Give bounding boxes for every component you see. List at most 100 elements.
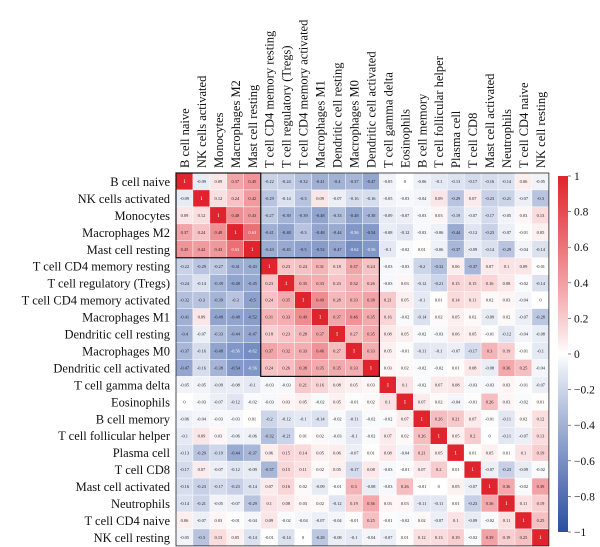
cell-value-label: -0.32: [434, 264, 443, 269]
column-label: B cell memory: [415, 93, 429, 168]
cell-value-label: 0.35: [316, 366, 324, 371]
cell-value-label: 0.35: [299, 281, 307, 286]
cell-value-label: 0: [302, 535, 305, 540]
cell-value-label: 0.02: [418, 518, 426, 523]
cell-value-label: 0.07: [486, 264, 494, 269]
row-label: T cell CD4 naive: [84, 514, 170, 528]
cell-value-label: 0: [488, 433, 491, 438]
cell-value-label: -0.16: [366, 196, 376, 201]
cell-value-label: -0.04: [248, 518, 258, 523]
cell-value-label: -0.09: [315, 484, 325, 489]
cell-value-label: -0.12: [417, 281, 426, 286]
cell-value-label: -0.13: [180, 450, 190, 455]
cell-value-label: -0.2: [266, 416, 273, 421]
row-label: Monocytes: [114, 209, 170, 223]
cell-value-label: -0.37: [180, 349, 190, 354]
cell-value-label: -0.01: [349, 518, 358, 523]
cell-value-label: -0.29: [197, 264, 207, 269]
colorbar-tick-label: −0.2: [574, 385, 595, 397]
cell-value-label: -0.04: [451, 399, 461, 404]
row-label: Neutrophils: [111, 497, 170, 511]
cell-value-label: 0.03: [215, 518, 223, 523]
cell-value-label: 0.35: [333, 366, 341, 371]
cell-value-label: 0.27: [333, 349, 341, 354]
cluster-box: [175, 172, 262, 259]
cell-value-label: -0.07: [536, 382, 546, 387]
cell-value-label: 0.09: [198, 433, 206, 438]
cell-value-label: -0.05: [214, 501, 224, 506]
cell-value-label: 0.32: [282, 349, 290, 354]
column-label: Macrophages M1: [314, 80, 328, 168]
cell-value-label: 0.05: [333, 467, 341, 472]
cell-value-label: -0.02: [400, 247, 409, 252]
cell-value-label: -0.16: [197, 366, 207, 371]
cell-value-label: 0.26: [367, 281, 375, 286]
cell-value-label: -0.08: [231, 382, 241, 387]
cell-value-label: -0.39: [214, 281, 224, 286]
column-label: T cell CD8: [466, 113, 480, 168]
cell-value-label: 0.02: [316, 433, 324, 438]
cell-value-label: -0.48: [214, 349, 224, 354]
cell-value-label: -0.02: [366, 433, 375, 438]
cell-value-label: -0.44: [231, 450, 241, 455]
cell-value-label: -0.62: [349, 247, 358, 252]
cell-value-label: -0.06: [231, 433, 241, 438]
cell-value-label: -0.1: [435, 349, 442, 354]
cell-value-label: -0.01: [519, 382, 528, 387]
cell-value-label: -0.02: [417, 382, 426, 387]
cell-value-label: 0.07: [418, 399, 426, 404]
cell-value-label: -0.1: [384, 247, 391, 252]
cell-value-label: -0.02: [417, 366, 426, 371]
cell-value-label: -0.5: [300, 247, 308, 252]
cell-value-label: 0.02: [316, 467, 324, 472]
column-label: Eosinophils: [398, 109, 412, 168]
cell-value-label: 0.05: [537, 230, 545, 235]
cell-value-label: -0.02: [485, 518, 494, 523]
cell-value-label: -0.07: [468, 213, 478, 218]
cell-value-label: 0.33: [316, 281, 324, 286]
cell-value-label: -0.01: [332, 484, 341, 489]
cell-value-label: 0.1: [266, 501, 272, 506]
cell-value-label: 0: [539, 298, 542, 303]
cell-value-label: -0.13: [451, 179, 461, 184]
cell-value-label: -0.09: [383, 213, 393, 218]
row-label: T cell CD4 memory activated: [22, 294, 171, 308]
cell-value-label: -0.03: [383, 264, 393, 269]
cell-value-label: 1: [285, 281, 288, 287]
cell-value-label: 0.05: [299, 399, 307, 404]
cell-value-label: 1: [488, 484, 491, 490]
cell-value-label: 0.13: [435, 535, 443, 540]
cell-value-label: 0.19: [537, 501, 545, 506]
cell-value-label: 0.03: [435, 213, 443, 218]
cell-value-label: 0.02: [520, 416, 528, 421]
cell-value-label: -0.16: [349, 196, 359, 201]
cell-value-label: -0.11: [502, 416, 511, 421]
cell-value-label: -0.05: [502, 213, 512, 218]
cell-value-label: -0.04: [536, 366, 546, 371]
cell-value-label: -0.04: [299, 518, 309, 523]
cell-value-label: 0.24: [299, 264, 307, 269]
cell-value-label: 0.06: [265, 450, 273, 455]
cell-value-label: 0.46: [316, 349, 324, 354]
cell-value-label: -0.41: [315, 179, 324, 184]
cell-value-label: -0.08: [485, 366, 495, 371]
cell-value-label: -0.56: [231, 349, 241, 354]
cell-value-label: 0.23: [333, 281, 341, 286]
cell-value-label: -0.09: [197, 179, 207, 184]
cell-value-label: 0.05: [401, 332, 409, 337]
cell-value-label: -0.01: [519, 230, 528, 235]
cell-value-label: -0.23: [231, 484, 241, 489]
cell-value-label: -0.05: [180, 535, 190, 540]
cell-value-label: -0.3: [537, 196, 545, 201]
cell-value-label: 0.24: [367, 264, 375, 269]
column-labels: B cell naive NK cells activated Monocytes M…: [178, 19, 548, 168]
column-label: Plasma cell: [449, 110, 463, 168]
cell-value-label: 0.19: [350, 501, 358, 506]
cell-value-label: -0.44: [332, 230, 342, 235]
cell-value-label: -0.03: [214, 416, 224, 421]
cell-value-label: -0.03: [265, 382, 275, 387]
cell-value-label: 0.01: [299, 433, 307, 438]
column-label: Dendritic cell activated: [364, 51, 378, 168]
cell-value-label: -0.02: [282, 518, 291, 523]
cell-value-label: 0.26: [486, 399, 494, 404]
